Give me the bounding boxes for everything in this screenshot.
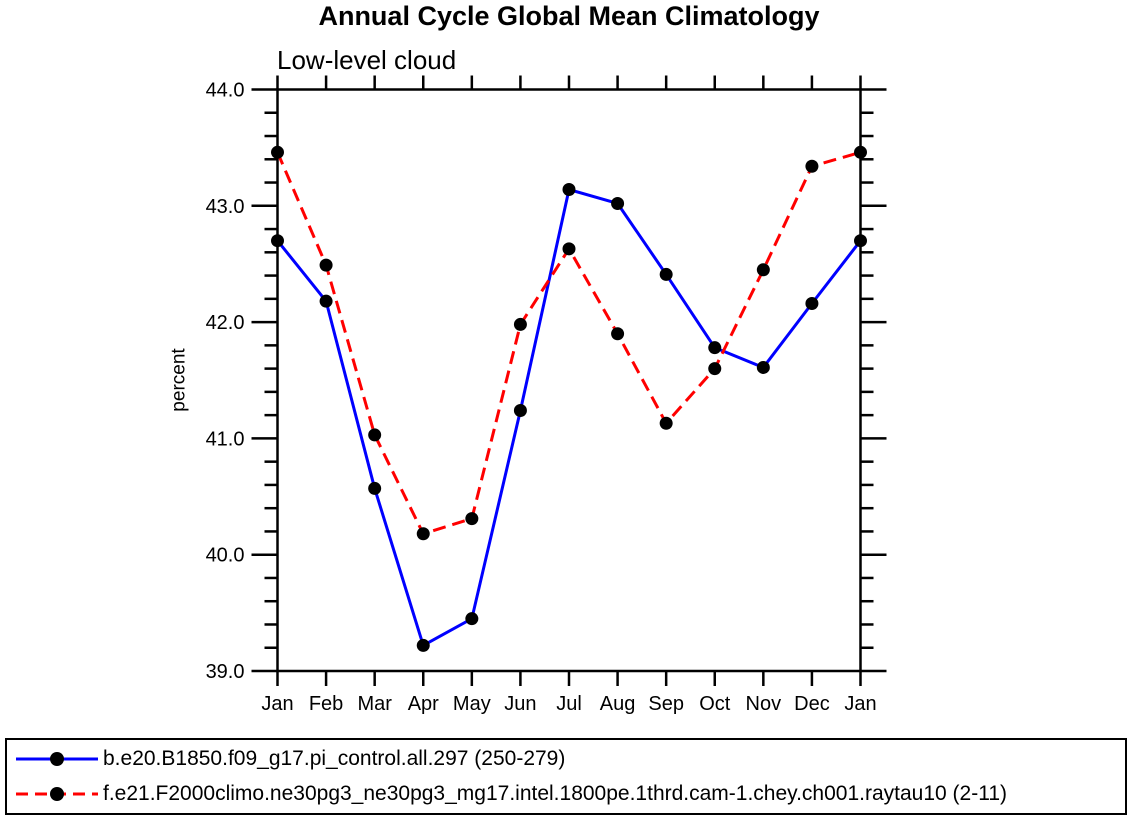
data-point-marker [756, 263, 770, 277]
y-tick-label: 40.0 [206, 545, 245, 567]
series-0-markers [271, 183, 867, 652]
data-point-marker [416, 638, 430, 652]
x-axis-ticks-bottom [276, 671, 862, 686]
x-axis-ticks-top [276, 75, 862, 90]
x-tick-label: Feb [309, 693, 343, 715]
data-point-marker [368, 481, 382, 495]
data-point-marker [319, 294, 333, 308]
x-tick-label: Apr [408, 693, 439, 715]
series-0-line [276, 187, 862, 648]
legend-sample-red-dashed-line [16, 787, 98, 802]
y-axis-ticks-right [860, 88, 887, 673]
data-point-marker [513, 317, 527, 331]
data-point-marker [854, 145, 867, 159]
data-point-marker [659, 416, 673, 430]
chart-title: Annual Cycle Global Mean Climatology [318, 1, 820, 31]
data-point-marker [368, 428, 382, 442]
y-tick-label: 43.0 [206, 196, 245, 218]
data-point-marker [271, 234, 284, 248]
legend-item-series-red: f.e21.F2000climo.ne30pg3_ne30pg3_mg17.in… [13, 777, 1125, 811]
data-point-marker [611, 327, 625, 341]
plot-frame [276, 88, 862, 673]
x-tick-label: Aug [600, 693, 636, 715]
x-tick-label: Jul [556, 693, 582, 715]
data-point-marker [465, 612, 479, 626]
x-tick-label: May [453, 693, 491, 715]
series-1-line [276, 150, 861, 536]
series-1-polyline [276, 150, 861, 536]
series-0-polyline [276, 187, 862, 648]
y-tick-label: 42.0 [206, 312, 245, 334]
legend-label-series-blue: b.e20.B1850.f09_g17.pi_control.all.297 (… [103, 746, 566, 770]
x-tick-label: Sep [648, 693, 684, 715]
y-axis-tick-labels: 39.0 40.0 41.0 42.0 43.0 44.0 [206, 80, 245, 684]
legend-sample-blue-solid-line [16, 751, 98, 766]
x-tick-label: Jun [504, 693, 536, 715]
data-point-marker [319, 258, 333, 272]
data-point-marker [416, 527, 430, 541]
data-point-marker [562, 242, 576, 256]
x-axis-tick-labels: Jan Feb Mar Apr May Jun Jul Aug Sep Oct Nov Dec Jan [261, 693, 876, 715]
data-point-marker [659, 267, 673, 281]
legend-box: b.e20.B1850.f09_g17.pi_control.all.297 (… [5, 738, 1127, 815]
y-tick-label: 41.0 [206, 428, 245, 450]
y-tick-label: 44.0 [206, 80, 245, 102]
legend-blue-marker-dot [50, 751, 64, 766]
x-tick-label: Mar [357, 693, 392, 715]
legend-label-series-red: f.e21.F2000climo.ne30pg3_ne30pg3_mg17.in… [103, 782, 1008, 806]
x-tick-label: Jan [844, 693, 876, 715]
x-tick-label: Dec [794, 693, 830, 715]
data-point-marker [465, 512, 479, 526]
legend-item-series-blue: b.e20.B1850.f09_g17.pi_control.all.297 (… [13, 742, 1125, 776]
data-point-marker [805, 296, 819, 310]
data-point-marker [271, 145, 284, 159]
chart-subtitle: Low-level cloud [277, 45, 457, 75]
data-point-marker [708, 362, 722, 376]
x-tick-label: Jan [261, 693, 293, 715]
data-point-marker [756, 360, 770, 374]
data-point-marker [708, 341, 722, 355]
data-point-marker [562, 183, 576, 197]
x-tick-label: Nov [746, 693, 782, 715]
data-point-marker [513, 403, 527, 417]
data-point-marker [854, 234, 867, 248]
data-point-marker [611, 196, 625, 210]
x-tick-label: Oct [699, 693, 731, 715]
y-tick-label: 39.0 [206, 661, 245, 683]
series-1-markers [271, 145, 867, 541]
legend-red-marker-dot [50, 787, 64, 802]
data-point-marker [805, 159, 819, 173]
y-axis-ticks-left [251, 88, 278, 673]
